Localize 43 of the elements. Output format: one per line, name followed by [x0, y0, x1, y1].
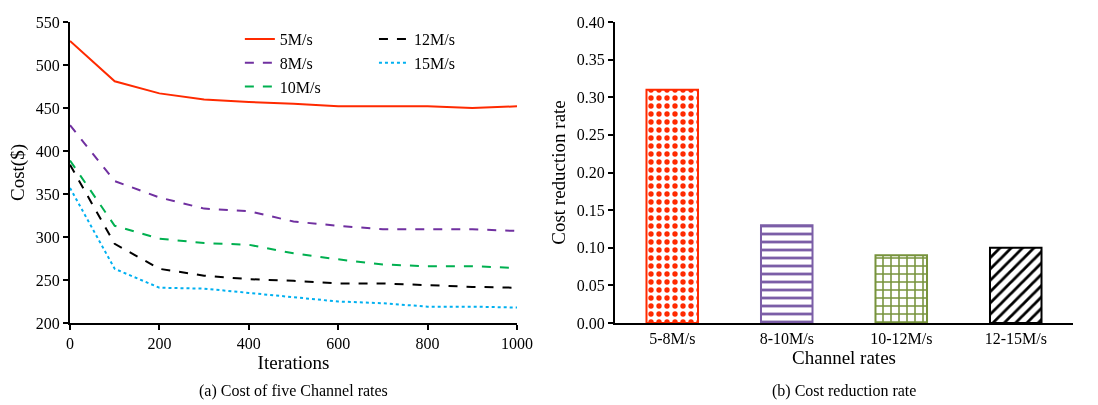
- x-axis-title: Channel rates: [792, 347, 896, 369]
- x-tick-label: 12-15M/s: [984, 330, 1047, 348]
- line-series: [70, 124, 517, 232]
- x-tick-label: 800: [415, 335, 440, 353]
- bar: [874, 254, 929, 323]
- y-tick-label: 0.20: [576, 164, 605, 182]
- y-tick-label: 0.05: [576, 276, 605, 294]
- x-tick-label: 200: [147, 335, 172, 353]
- y-tick-label: 0.25: [576, 126, 605, 144]
- y-tick-label: 250: [35, 271, 60, 289]
- y-tick-label: 350: [35, 185, 60, 203]
- x-axis-title: Iterations: [257, 352, 330, 374]
- bar: [645, 88, 700, 323]
- y-axis-title: Cost reduction rate: [548, 100, 570, 245]
- bar: [759, 224, 814, 323]
- x-tick-label: 5-8M/s: [649, 330, 696, 348]
- x-tick-label: 1000: [501, 335, 533, 353]
- x-tick-label: 0: [66, 335, 74, 353]
- y-tick-label: 0.15: [576, 201, 605, 219]
- legend-label: 15M/s: [413, 54, 455, 72]
- text: (b) Cost reduction rate: [772, 382, 917, 400]
- y-tick-label: 500: [35, 56, 60, 74]
- y-tick-label: 400: [35, 142, 60, 160]
- y-tick-label: 550: [35, 13, 60, 31]
- y-tick-label: 0.30: [576, 88, 605, 106]
- x-tick-label: 8-10M/s: [759, 330, 814, 348]
- x-tick-label: 400: [236, 335, 261, 353]
- y-tick-label: 0.10: [576, 239, 605, 257]
- legend-label: 5M/s: [279, 31, 313, 49]
- x-tick-label: 10-12M/s: [870, 330, 933, 348]
- y-tick-label: 0.00: [576, 314, 605, 332]
- y-tick-label: 450: [35, 99, 60, 117]
- legend-label: 10M/s: [279, 78, 321, 96]
- y-axis-title: Cost($): [7, 144, 30, 201]
- y-tick-label: 300: [35, 228, 60, 246]
- legend-label: 12M/s: [413, 31, 455, 49]
- y-tick-label: 200: [35, 314, 60, 332]
- line-series: [70, 186, 517, 309]
- y-tick-label: 0.35: [576, 51, 605, 69]
- legend-label: 8M/s: [279, 54, 313, 72]
- y-tick-label: 0.40: [576, 13, 605, 31]
- text: (a) Cost of five Channel rates: [199, 382, 388, 400]
- x-tick-label: 600: [326, 335, 351, 353]
